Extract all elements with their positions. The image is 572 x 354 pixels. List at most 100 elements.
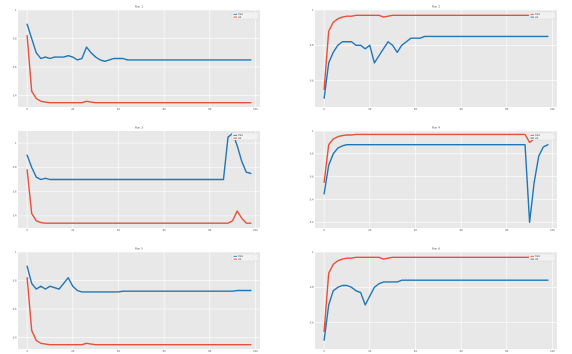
- legend-entry: train: [238, 13, 244, 16]
- x-tick-label: 80: [208, 108, 212, 111]
- x-tick-label: 60: [163, 108, 167, 111]
- y-tick-label: 0.4: [13, 336, 17, 339]
- legend-entry: train: [238, 134, 244, 137]
- chart-title: Run 2: [432, 5, 440, 9]
- y-tick-label: 1: [15, 9, 17, 12]
- legend-entry: train: [535, 134, 541, 137]
- x-tick-label: 0: [323, 350, 325, 353]
- y-tick-label: 0.8: [13, 279, 17, 282]
- chart-title: Run 4: [432, 126, 440, 130]
- series-line-val: [26, 169, 252, 224]
- x-tick-label: 60: [163, 350, 167, 353]
- y-tick-label: 0.8: [13, 166, 17, 169]
- legend-entry: val: [535, 258, 539, 261]
- legend-entry: train: [535, 255, 541, 258]
- y-tick-label: 0.6: [13, 190, 17, 193]
- series-line-val: [26, 276, 252, 346]
- x-tick-label: 40: [117, 350, 121, 353]
- x-tick-label: 100: [550, 108, 555, 111]
- x-tick-label: 80: [505, 229, 509, 232]
- x-tick-label: 40: [414, 350, 418, 353]
- y-tick-label: 1: [312, 9, 314, 12]
- y-tick-label: 0.2: [310, 221, 314, 224]
- legend-box: [528, 132, 556, 141]
- y-tick-label: 0.6: [310, 321, 314, 324]
- y-tick-label: 0.6: [310, 79, 314, 82]
- series-line-train: [26, 23, 252, 63]
- legend-box: [231, 132, 259, 141]
- series-line-train: [26, 132, 252, 181]
- y-tick-label: 0.8: [13, 37, 17, 40]
- y-tick-label: 1: [15, 251, 17, 254]
- series-line-train: [323, 14, 549, 91]
- chart-title: Run 6: [432, 247, 440, 251]
- plot-area: [315, 131, 557, 228]
- plot-area: [18, 252, 260, 349]
- x-tick-label: 60: [460, 108, 464, 111]
- legend-entry: train: [535, 13, 541, 16]
- chart-title: Run 5: [135, 247, 143, 251]
- y-tick-label: 0.4: [13, 94, 17, 97]
- x-tick-label: 80: [505, 350, 509, 353]
- series-line-val: [323, 143, 549, 223]
- x-tick-label: 60: [460, 229, 464, 232]
- x-tick-label: 80: [208, 350, 212, 353]
- legend-entry: val: [535, 137, 539, 140]
- x-tick-label: 40: [117, 108, 121, 111]
- legend-entry: train: [238, 255, 244, 258]
- chart-title: Run 1: [135, 5, 143, 9]
- series-line-val: [26, 34, 252, 104]
- x-tick-label: 60: [163, 229, 167, 232]
- x-tick-label: 40: [414, 229, 418, 232]
- legend-entry: val: [535, 16, 539, 19]
- x-tick-label: 0: [26, 229, 28, 232]
- y-tick-label: 0.8: [310, 286, 314, 289]
- legend-box: [528, 253, 556, 262]
- x-tick-label: 40: [117, 229, 121, 232]
- series-line-train: [323, 133, 549, 184]
- legend-entry: val: [238, 137, 242, 140]
- legend-box: [231, 11, 259, 20]
- y-tick-label: 0.6: [310, 175, 314, 178]
- x-tick-label: 0: [323, 229, 325, 232]
- x-tick-label: 80: [505, 108, 509, 111]
- x-tick-label: 100: [253, 229, 258, 232]
- y-tick-label: 0.4: [310, 198, 314, 201]
- y-tick-label: 1: [15, 142, 17, 145]
- series-line-val: [323, 35, 549, 99]
- legend-box: [231, 253, 259, 262]
- x-tick-label: 0: [323, 108, 325, 111]
- y-tick-label: 1: [312, 251, 314, 254]
- y-tick-label: 0.6: [13, 66, 17, 69]
- x-tick-label: 0: [26, 350, 28, 353]
- x-tick-label: 80: [208, 229, 212, 232]
- y-tick-label: 0.4: [13, 215, 17, 218]
- series-line-train: [323, 256, 549, 333]
- chart-title: Run 3: [135, 126, 143, 130]
- x-tick-label: 20: [71, 108, 75, 111]
- x-tick-label: 20: [368, 229, 372, 232]
- plot-area: [315, 252, 557, 349]
- legend-entry: val: [238, 258, 242, 261]
- y-tick-label: 1: [312, 130, 314, 133]
- x-tick-label: 20: [368, 108, 372, 111]
- y-tick-label: 0.6: [13, 308, 17, 311]
- y-tick-label: 0.8: [310, 44, 314, 47]
- x-tick-label: 100: [253, 350, 258, 353]
- series-line-train: [26, 265, 252, 293]
- plot-area: [18, 10, 260, 107]
- plot-area: [315, 10, 557, 107]
- x-tick-label: 20: [71, 229, 75, 232]
